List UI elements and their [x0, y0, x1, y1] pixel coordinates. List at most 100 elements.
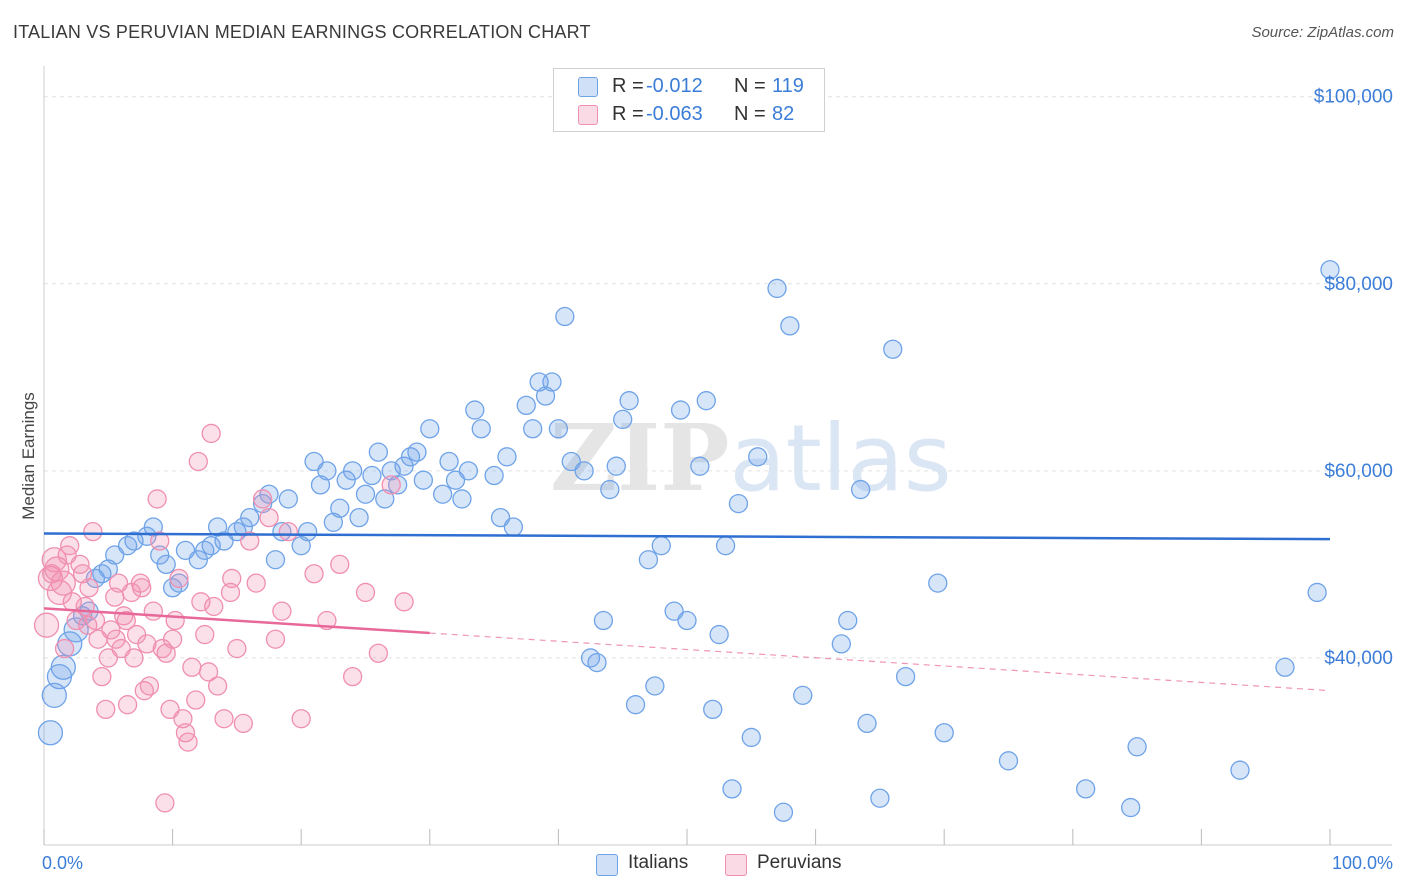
point-peruvians: [291, 709, 311, 729]
source-label: Source: ZipAtlas.com: [1251, 24, 1394, 41]
point-italians: [342, 461, 363, 481]
point-italians: [857, 713, 877, 734]
point-peruvians: [96, 699, 116, 720]
point-italians: [773, 802, 794, 822]
point-peruvians: [222, 568, 242, 589]
point-peruvians: [195, 624, 215, 645]
point-italians: [278, 489, 298, 509]
legend-r-value: -0.012: [646, 75, 703, 97]
point-italians: [670, 400, 691, 420]
point-italians: [497, 447, 517, 467]
point-italians: [465, 400, 485, 420]
point-peruvians: [252, 489, 273, 509]
point-italians: [548, 419, 569, 439]
point-italians: [233, 517, 253, 537]
point-italians: [696, 391, 716, 411]
point-peruvians: [165, 610, 185, 631]
y-tick-label: $60,000: [1324, 461, 1393, 482]
point-peruvians: [173, 709, 193, 729]
point-italians: [690, 456, 710, 476]
point-peruvians: [101, 620, 121, 640]
point-italians: [748, 447, 768, 467]
trend-line-peruvians: [43, 607, 430, 635]
point-italians: [934, 723, 954, 743]
point-peruvians: [117, 695, 138, 715]
point-italians: [207, 517, 228, 537]
point-italians: [606, 456, 626, 476]
point-peruvians: [78, 615, 98, 635]
y-tick-label: $100,000: [1314, 87, 1393, 108]
point-peruvians: [272, 601, 292, 621]
point-italians: [471, 419, 491, 439]
point-italians: [516, 395, 536, 416]
point-italians: [433, 484, 453, 504]
point-peruvians: [240, 531, 260, 551]
point-italians: [895, 666, 916, 687]
y-tick-label: $80,000: [1324, 274, 1393, 295]
point-peruvians: [162, 629, 183, 649]
point-italians: [523, 419, 543, 439]
point-italians: [445, 470, 466, 490]
legend-row-italians: R = -0.012 N = 119: [554, 73, 824, 101]
legend-r-value: -0.063: [646, 103, 703, 125]
trend-line-dashed-peruvians: [429, 632, 1331, 692]
legend-swatch-peruvians: [578, 105, 598, 125]
point-peruvians: [169, 568, 189, 589]
point-italians: [297, 522, 318, 542]
point-italians: [542, 372, 562, 392]
point-italians: [561, 451, 581, 472]
point-italians: [175, 540, 196, 561]
point-italians: [50, 654, 76, 680]
point-peruvians: [201, 423, 221, 444]
axes: [43, 66, 1392, 846]
point-peruvians: [150, 531, 170, 551]
point-italians: [105, 545, 125, 565]
point-italians: [310, 475, 331, 495]
point-peruvians: [342, 666, 363, 687]
point-italians: [265, 550, 286, 570]
point-italians: [387, 475, 408, 495]
point-italians: [883, 339, 903, 359]
point-peruvians: [33, 612, 60, 638]
point-peruvians: [394, 592, 414, 612]
point-peruvians: [204, 596, 224, 617]
point-italians: [645, 676, 665, 696]
watermark-text: ZIPatlas: [550, 404, 952, 512]
point-italians: [703, 699, 723, 720]
point-italians: [439, 451, 459, 472]
point-italians: [677, 610, 697, 631]
point-peruvians: [116, 610, 136, 631]
point-italians: [368, 442, 389, 462]
point-peruvians: [182, 657, 202, 677]
point-italians: [767, 278, 787, 299]
point-peruvians: [207, 676, 228, 696]
point-peruvians: [233, 713, 253, 734]
point-italians: [150, 545, 170, 565]
point-italians: [1127, 737, 1147, 757]
point-italians: [728, 493, 749, 514]
point-italians: [780, 316, 800, 336]
point-peruvians: [381, 475, 401, 495]
legend-n-label: N =: [734, 75, 766, 97]
point-peruvians: [368, 643, 389, 663]
point-italians: [838, 610, 858, 631]
point-italians: [664, 601, 684, 621]
point-peruvians: [111, 638, 131, 659]
point-italians: [156, 554, 176, 575]
y-axis-label: Median Earnings: [19, 392, 38, 520]
legend-n-value: 82: [772, 103, 795, 125]
point-italians: [214, 531, 234, 551]
bottom-legend-swatch-peruvians: [725, 854, 747, 876]
point-italians: [1307, 582, 1327, 603]
point-peruvians: [265, 629, 286, 649]
legend-row-peruvians: R = -0.063 N = 82: [554, 101, 824, 129]
point-italians: [715, 536, 736, 556]
point-italians: [143, 517, 163, 537]
point-peruvians: [220, 582, 241, 603]
point-peruvians: [124, 648, 144, 668]
point-peruvians: [155, 793, 175, 813]
point-peruvians: [355, 582, 376, 603]
legend-swatch-italians: [578, 77, 598, 97]
point-peruvians: [108, 573, 129, 593]
point-italians: [1320, 260, 1340, 280]
